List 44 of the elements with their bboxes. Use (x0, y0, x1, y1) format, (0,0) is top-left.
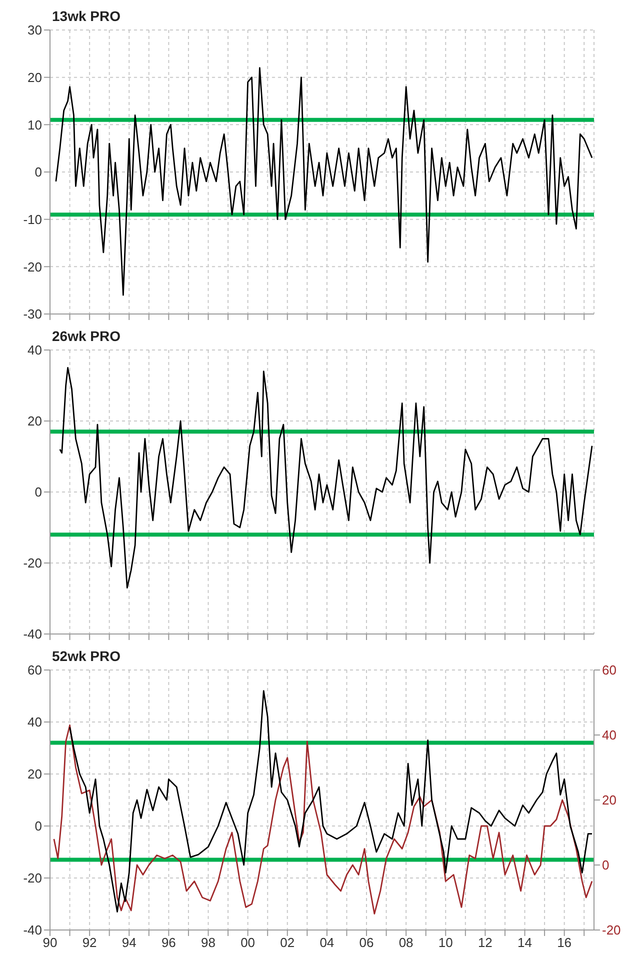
x-tick-label: 92 (82, 935, 97, 950)
y-tick-label: 30 (28, 22, 42, 38)
x-tick-label: 04 (320, 935, 334, 950)
y-tick-label: 0 (34, 818, 42, 834)
y-tick-label: -20 (23, 259, 42, 274)
x-tick-label: 94 (122, 935, 136, 950)
y2-tick-label: 0 (602, 858, 610, 873)
y-tick-label: -20 (23, 556, 42, 571)
x-tick-label: 14 (518, 935, 532, 950)
y2-tick-label: -20 (602, 922, 621, 938)
y2-tick-label: 40 (602, 728, 616, 743)
x-tick-label: 00 (240, 935, 256, 950)
y-tick-label: 40 (28, 342, 42, 358)
y-tick-label: 20 (28, 414, 42, 429)
x-tick-label: 02 (280, 935, 295, 950)
y-tick-label: -30 (23, 306, 42, 322)
x-tick-label: 98 (201, 935, 216, 950)
x-tick-label: 12 (478, 935, 492, 950)
y-tick-label: 20 (28, 70, 42, 85)
y-tick-label: 10 (28, 117, 42, 132)
y-tick-label: -40 (23, 922, 42, 938)
y-tick-label: -20 (23, 870, 42, 886)
y-tick-label: 20 (28, 766, 42, 782)
line-series (55, 67, 593, 296)
y-tick-label: 0 (34, 484, 42, 500)
y-tick-label: -10 (23, 212, 42, 227)
y2-tick-label: 60 (602, 662, 616, 678)
line-series (53, 724, 593, 914)
x-tick-label: 08 (398, 935, 414, 950)
y-tick-label: 0 (34, 164, 42, 180)
y2-tick-label: 20 (602, 792, 616, 808)
y-tick-label: 60 (28, 662, 42, 678)
chart-title: 52wk PRO (51, 648, 122, 664)
x-tick-label: 90 (42, 935, 58, 950)
chart-title: 13wk PRO (51, 8, 122, 24)
y-tick-label: 40 (28, 714, 42, 730)
x-tick-label: 16 (557, 935, 572, 950)
y-tick-label: -40 (23, 626, 42, 642)
line-series (69, 690, 593, 912)
x-tick-label: 10 (438, 935, 453, 950)
x-tick-label: 96 (161, 935, 176, 950)
x-tick-label: 06 (359, 935, 374, 950)
chart-title: 26wk PRO (51, 328, 122, 344)
line-series (59, 367, 593, 589)
